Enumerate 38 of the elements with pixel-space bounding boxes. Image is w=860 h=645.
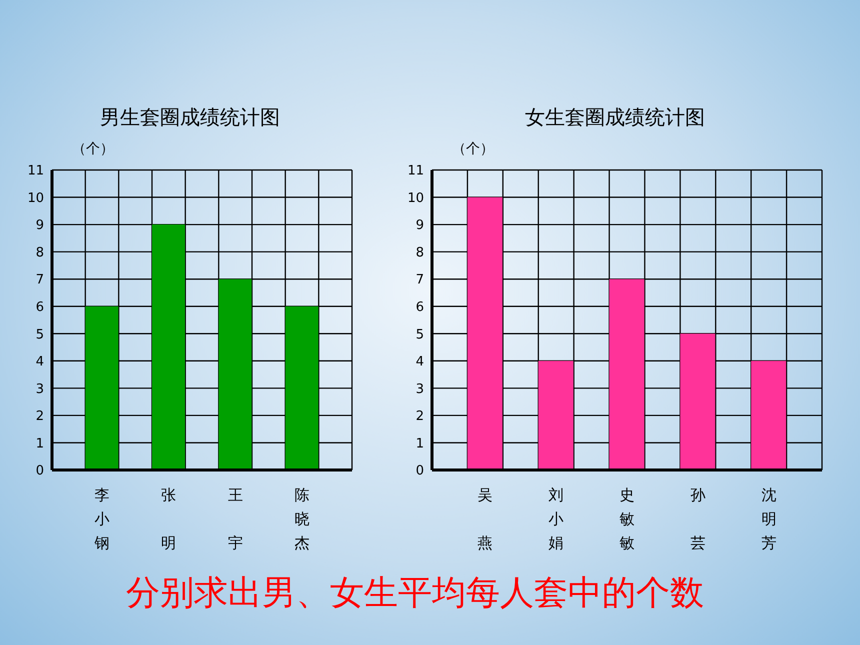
y-tick-label: 11 bbox=[407, 164, 424, 179]
y-tick-label: 7 bbox=[416, 272, 424, 288]
y-tick-label: 8 bbox=[36, 245, 44, 260]
x-tick-label: 史敏敏 bbox=[620, 486, 634, 552]
chart-title: 女生套圈成绩统计图 bbox=[524, 104, 706, 131]
x-tick-label: 沈明芳 bbox=[761, 486, 776, 552]
x-tick-label: 李小钢 bbox=[94, 486, 110, 552]
x-tick-label: 陈晓杰 bbox=[294, 486, 310, 552]
y-tick-label: 11 bbox=[27, 164, 44, 179]
y-tick-label: 10 bbox=[407, 190, 424, 206]
x-tick-label: 刘小娟 bbox=[548, 486, 564, 552]
y-tick-label: 8 bbox=[416, 245, 424, 260]
chart-title: 男生套圈成绩统计图 bbox=[99, 104, 281, 131]
y-tick-label: 5 bbox=[416, 327, 424, 342]
y-tick-label: 3 bbox=[36, 382, 44, 397]
y-tick-label: 4 bbox=[36, 354, 44, 370]
y-tick-label: 0 bbox=[416, 464, 424, 479]
y-tick-label: 7 bbox=[36, 272, 44, 288]
category-label: 孙芸 bbox=[690, 486, 706, 552]
y-tick-label: 9 bbox=[416, 218, 424, 234]
y-tick-label: 4 bbox=[416, 354, 424, 370]
y-tick-label: 3 bbox=[416, 382, 424, 397]
y-tick-label: 5 bbox=[36, 327, 44, 342]
y-tick-label: 2 bbox=[36, 409, 44, 424]
y-tick-label: 2 bbox=[416, 409, 424, 424]
category-label: 王宇 bbox=[228, 486, 243, 552]
y-tick-label: 1 bbox=[36, 436, 44, 452]
y-axis-title: （个） bbox=[72, 140, 114, 158]
y-tick-label: 10 bbox=[27, 190, 44, 206]
y-tick-label: 0 bbox=[36, 464, 44, 479]
text: 分别求出男、女生平均每人套中的个数 bbox=[125, 572, 705, 615]
y-tick-label: 6 bbox=[416, 300, 424, 315]
y-tick-label: 6 bbox=[36, 300, 44, 315]
y-axis-title: （个） bbox=[452, 140, 494, 158]
category-label: 吴燕 bbox=[478, 486, 493, 552]
y-tick-label: 1 bbox=[416, 436, 424, 452]
y-tick-label: 9 bbox=[36, 218, 44, 234]
category-label: 张明 bbox=[161, 486, 176, 552]
